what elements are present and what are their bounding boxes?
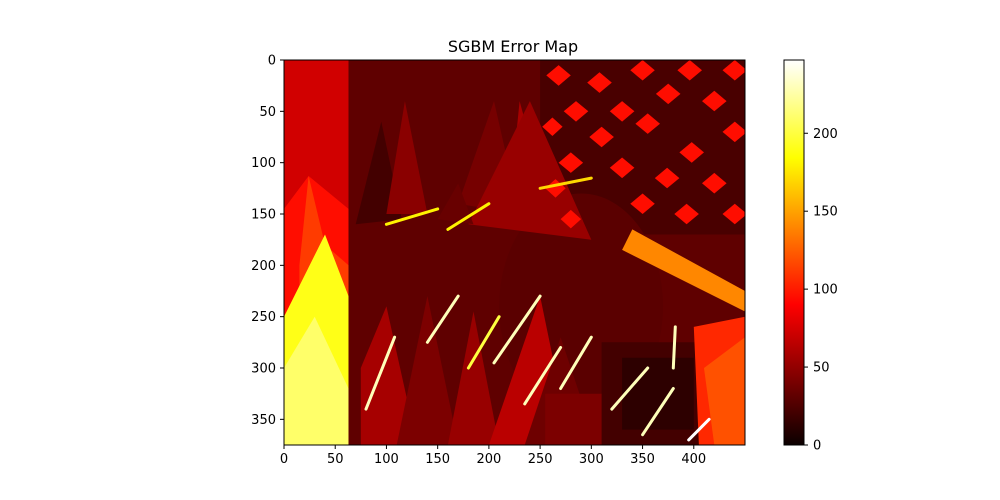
region-lattice-2 — [587, 72, 612, 93]
y-tick-label: 250 — [251, 310, 276, 325]
x-axis: 0 50 100 150 200 250 300 350 400 — [280, 445, 706, 467]
region-lattice-11 — [589, 126, 614, 148]
region-edge-1 — [364, 335, 397, 411]
region-edge-11 — [446, 202, 491, 231]
region-lattice-16 — [609, 157, 635, 179]
region-edge-10 — [384, 207, 440, 226]
x-tick-label: 300 — [579, 452, 604, 467]
region-lattice-23 — [560, 209, 582, 229]
x-tick-label: 400 — [681, 452, 706, 467]
y-tick-label: 200 — [251, 259, 276, 274]
region-edge-9 — [671, 325, 677, 370]
y-tick-label: 0 — [268, 54, 276, 69]
y-tick-label: 150 — [251, 208, 276, 223]
y-tick-label: 100 — [251, 156, 276, 171]
x-tick-label: 50 — [327, 452, 344, 467]
region-lattice-18 — [702, 172, 727, 194]
region-lattice-12 — [635, 113, 660, 134]
region-cone-2 — [386, 101, 428, 214]
colorbar-tick-label: 0 — [813, 439, 821, 454]
colorbar-axis: 0 50 100 150 200 — [804, 127, 838, 454]
x-tick-label: 150 — [425, 452, 450, 467]
chart-title: SGBM Error Map — [448, 37, 578, 56]
region-edge-7 — [641, 387, 675, 437]
region-lattice-9 — [702, 90, 727, 112]
heatmap-image — [284, 60, 745, 445]
colorbar-tick-label: 200 — [813, 127, 838, 142]
colorbar-tick-label: 50 — [813, 361, 830, 376]
colorbar-tick-label: 100 — [813, 283, 838, 298]
y-tick-label: 50 — [259, 105, 276, 120]
region-left-yellow-high — [284, 316, 349, 445]
colorbar — [783, 59, 805, 446]
region-edge-13 — [466, 315, 501, 370]
region-edge-3 — [492, 294, 542, 365]
region-upper-right-lattice-bg — [540, 60, 745, 235]
region-edge-8 — [687, 417, 711, 442]
colorbar-tick-label: 150 — [813, 205, 838, 220]
x-tick-label: 350 — [630, 452, 655, 467]
region-lattice-10 — [542, 117, 563, 136]
region-lattice-6 — [563, 101, 589, 122]
region-lattice-7 — [609, 101, 635, 122]
x-tick-label: 250 — [528, 452, 553, 467]
y-tick-label: 350 — [251, 413, 276, 428]
region-lower-cone-2 — [396, 296, 459, 445]
region-lattice-22 — [722, 203, 745, 225]
region-upper-cone-red — [468, 101, 592, 240]
region-lattice-14 — [722, 121, 745, 143]
region-lower-cone-3 — [447, 311, 500, 445]
region-edge-12 — [538, 176, 593, 190]
region-lattice-8 — [655, 83, 681, 105]
region-edge-2 — [425, 294, 460, 344]
region-lattice-21 — [674, 203, 699, 225]
plot-frame — [283, 59, 746, 446]
region-lattice-5 — [722, 60, 745, 81]
x-tick-label: 100 — [374, 452, 399, 467]
region-lattice-4 — [677, 60, 702, 81]
y-axis: 0 50 100 150 200 250 300 350 — [251, 54, 284, 428]
region-lattice-20 — [630, 193, 655, 214]
region-lattice-15 — [558, 152, 584, 173]
region-edge-5 — [559, 335, 593, 390]
region-lattice-1 — [546, 65, 571, 86]
region-lattice-13 — [679, 142, 704, 163]
x-tick-label: 200 — [476, 452, 501, 467]
region-lower-cone-1 — [360, 306, 418, 445]
region-mug-shadow — [622, 357, 694, 430]
region-upper-right-band — [622, 229, 745, 312]
region-edge-4 — [523, 346, 563, 406]
region-lattice-17 — [654, 167, 680, 189]
region-right-orange-hi — [704, 337, 745, 445]
x-tick-label: 0 — [280, 452, 288, 467]
y-tick-label: 300 — [251, 362, 276, 377]
region-mask-upper-cone — [437, 183, 474, 225]
region-edge-6 — [610, 366, 650, 411]
region-lattice-3 — [630, 60, 655, 81]
